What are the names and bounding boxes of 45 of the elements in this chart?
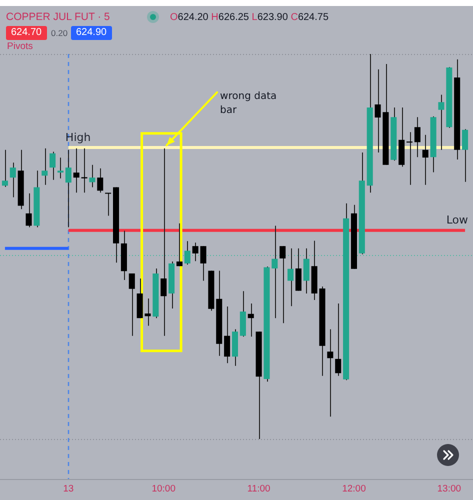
candlestick (10, 162, 16, 198)
annotation: wrong data bar (220, 90, 277, 116)
candlestick (335, 302, 342, 376)
x-tick-label: 13 (63, 483, 74, 494)
candlestick (160, 148, 167, 336)
candlestick (224, 306, 230, 364)
candlestick (42, 148, 48, 186)
candlestick (2, 149, 8, 188)
chart-subtitle: O624.20 H626.25 L623.90 C624.75 (170, 12, 329, 23)
candlestick (422, 134, 428, 186)
candlestick (105, 192, 112, 216)
candlestick (288, 248, 294, 307)
candlestick (65, 149, 72, 228)
candlestick (462, 128, 468, 182)
candlestick (295, 248, 302, 292)
candlestick (128, 272, 135, 336)
text: Pivots (7, 41, 33, 53)
candlestick (57, 157, 64, 179)
candlestick (327, 328, 334, 418)
text: 624.90 (71, 26, 112, 40)
candlestick (50, 151, 56, 180)
series-label: Low (446, 214, 468, 227)
chart-title: COPPER JUL FUT · 5 (6, 11, 110, 24)
x-tick-label: 10:00 (152, 483, 176, 494)
candlestick (280, 246, 286, 324)
candlestick (272, 225, 278, 319)
text: 0.20 (51, 28, 68, 39)
candlestick (73, 148, 80, 194)
candlestick (184, 240, 190, 266)
candlestick (414, 116, 420, 158)
x-tick-label: 12:00 (342, 483, 366, 494)
candlestick (303, 248, 310, 294)
candlestick (97, 168, 104, 194)
candlestick (192, 242, 198, 262)
candlestick (81, 148, 88, 194)
text: 624.70 (6, 26, 47, 40)
candlestick (176, 222, 182, 267)
x-tick-label: 13:00 (437, 483, 462, 494)
candlestick (248, 302, 254, 338)
candlestick (200, 246, 206, 282)
candlestick (406, 132, 413, 186)
x-tick-label: 11:00 (247, 483, 270, 494)
series-label: High (65, 130, 91, 144)
candlestick (89, 164, 96, 188)
candlestick (26, 192, 32, 228)
